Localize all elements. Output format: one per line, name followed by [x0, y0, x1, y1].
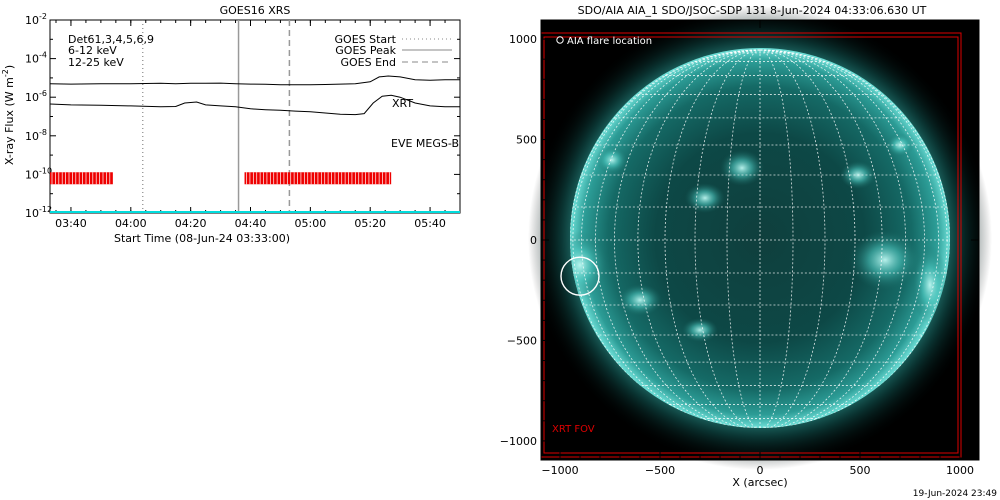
legend-goes-peak: GOES Peak — [335, 44, 396, 57]
goes-legend: GOES Start GOES Peak GOES End — [335, 33, 452, 69]
aia-x-tick-label: 1000 — [946, 464, 974, 477]
grid-longitude-line — [759, 49, 826, 428]
aia-x-tick-label: −500 — [645, 464, 675, 477]
goes-y-tick-label: 10-8 — [25, 128, 47, 143]
aia-y-tick-label: −1000 — [500, 435, 537, 448]
aia-y-tick-label: −500 — [507, 334, 537, 347]
goes-x-tick-label: 05:20 — [354, 217, 386, 230]
grid-longitude-line — [614, 49, 761, 428]
goes-short-channel-line — [49, 94, 460, 116]
goes-y-axis-label: X-ray Flux (W m-2) — [1, 65, 16, 165]
goes-y-tick-label: 10-10 — [25, 166, 52, 181]
xrt-fov-label: XRT FOV — [552, 424, 595, 435]
legend-goes-start: GOES Start — [335, 33, 397, 46]
band-label-12-25: 12-25 keV — [68, 56, 124, 69]
goes-x-tick-label: 04:20 — [175, 217, 207, 230]
active-region — [682, 318, 718, 342]
goes-x-tick-label: 04:00 — [115, 217, 147, 230]
footer-timestamp: 19-Jun-2024 23:49 — [913, 489, 997, 499]
aia-y-tick-label: 0 — [530, 234, 537, 247]
goes-y-ticks: 10-12 10-10 10-8 10-6 10-4 10-2 — [25, 12, 460, 220]
legend-flare-icon — [556, 36, 564, 44]
grid-longitude-line — [759, 49, 939, 428]
aia-y-tick-label: 1000 — [509, 33, 537, 46]
goes-x-tick-label: 05:40 — [414, 217, 446, 230]
goes-x-axis-label: Start Time (08-Jun-24 03:33:00) — [114, 232, 290, 245]
aia-panel: SDO/AIA AIA_1 SDO/JSOC-SDP 131 8-Jun-202… — [500, 4, 992, 489]
aia-y-tick-label: 500 — [516, 134, 537, 147]
band-label-6-12: 6-12 keV — [68, 44, 117, 57]
goes-chart: GOES16 XRS 10-12 10-10 10-8 10-6 10-4 10-2 03… — [1, 4, 461, 245]
aia-x-tick-label: 500 — [850, 464, 871, 477]
active-region — [849, 230, 921, 290]
goes-y-tick-label: 10-2 — [25, 12, 47, 27]
active-region — [618, 284, 662, 316]
grid-longitude-line — [694, 49, 761, 428]
goes-title: GOES16 XRS — [220, 4, 291, 17]
grid-longitude-line — [581, 49, 761, 428]
goes-channels-label: Det61,3,4,5,6,9 — [68, 33, 154, 46]
active-region — [596, 146, 628, 174]
aia-x-axis-label: X (arcsec) — [732, 476, 787, 489]
xrt-coverage-marks — [50, 172, 392, 185]
goes-x-ticks: 03:40 04:00 04:20 04:40 05:00 05:20 05:40 — [55, 20, 461, 230]
goes-x-tick-label: 04:40 — [235, 217, 267, 230]
grid-longitude-line — [637, 49, 761, 428]
eve-annotation: EVE MEGS-B — [391, 137, 459, 150]
grid-longitude-line — [759, 49, 925, 428]
active-region — [685, 183, 725, 213]
goes-y-tick-label: 10-6 — [25, 89, 47, 104]
xrt-annotation: XRT — [392, 97, 413, 110]
aia-legend-label: AIA flare location — [567, 36, 652, 47]
xrt-fov-box-inner — [543, 36, 959, 454]
grid-longitude-line — [759, 49, 883, 428]
grid-longitude-line — [759, 49, 794, 428]
active-region — [570, 231, 608, 299]
goes-y-tick-label: 10-12 — [25, 205, 52, 220]
aia-x-ticks: −1000 −500 0 500 1000 — [541, 20, 974, 477]
goes-x-tick-label: 03:40 — [55, 217, 87, 230]
legend-goes-end: GOES End — [340, 56, 396, 69]
grid-longitude-line — [759, 49, 906, 428]
grid-longitude-line — [664, 49, 761, 428]
aia-x-tick-label: −1000 — [541, 464, 578, 477]
grid-longitude-line — [759, 49, 856, 428]
aia-x-tick-label: 0 — [757, 464, 764, 477]
aia-y-ticks: −1000 −500 0 500 1000 — [500, 33, 979, 448]
goes-long-channel-line — [49, 75, 460, 86]
grid-longitude-line — [726, 49, 761, 428]
goes-y-tick-label: 10-4 — [25, 51, 47, 66]
goes-x-tick-label: 05:00 — [295, 217, 327, 230]
aia-flare-location-marker — [560, 256, 600, 296]
active-regions — [570, 133, 948, 342]
xrt-coverage-band — [50, 172, 113, 185]
grid-longitude-line — [595, 49, 761, 428]
active-region — [720, 150, 764, 186]
